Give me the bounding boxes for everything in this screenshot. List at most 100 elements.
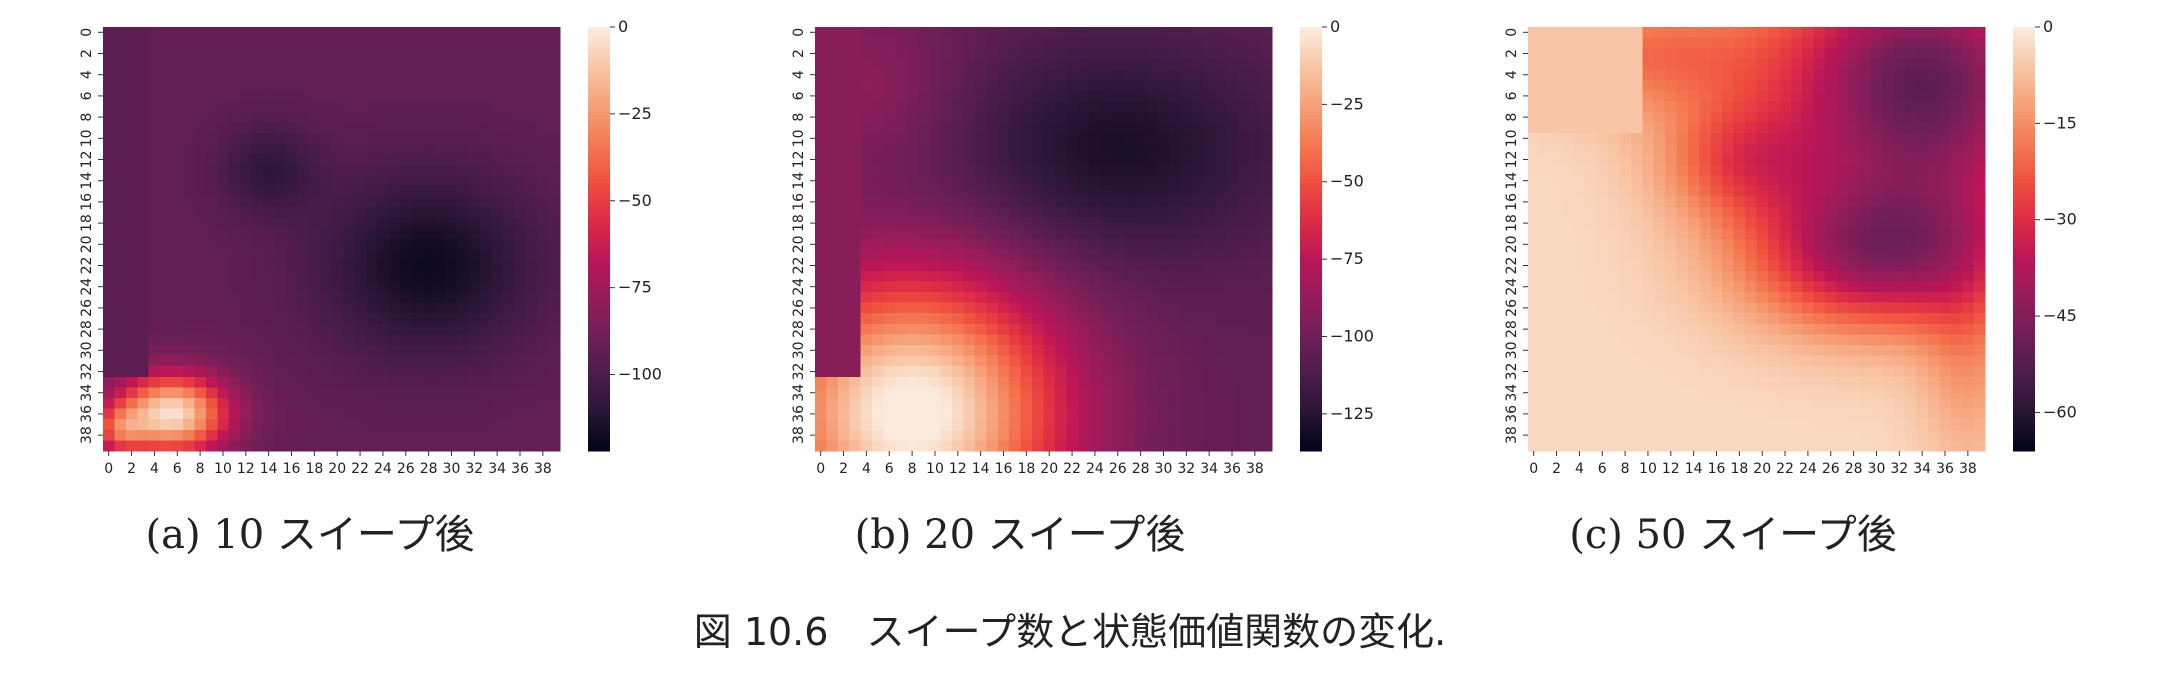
heatmap-cell — [297, 440, 310, 452]
heatmap-cell — [354, 260, 367, 272]
heatmap-cell — [1870, 101, 1883, 113]
heatmap-cell — [377, 111, 390, 123]
heatmap-cell — [125, 101, 138, 113]
heatmap-cell — [1630, 260, 1643, 272]
heatmap-cell — [480, 387, 492, 399]
heatmap-cell — [205, 27, 218, 38]
heatmap-cell — [1562, 366, 1575, 378]
heatmap-cell — [457, 133, 470, 144]
heatmap-cell — [1607, 175, 1620, 187]
heatmap-cell — [1905, 239, 1917, 250]
colorbar-segment — [588, 295, 610, 300]
heatmap-cell — [1756, 228, 1769, 240]
heatmap-cell — [1676, 80, 1689, 91]
heatmap-cell — [1836, 239, 1849, 250]
heatmap-cell — [1180, 37, 1193, 49]
heatmap-cell — [525, 164, 538, 176]
heatmap-cell — [1146, 69, 1159, 81]
heatmap-cell — [434, 323, 447, 335]
heatmap-cell — [137, 260, 150, 272]
heatmap-cell — [1836, 249, 1849, 261]
heatmap-cell — [1066, 122, 1079, 134]
heatmap-cell — [1767, 143, 1780, 155]
x-tick-label: 4 — [862, 461, 871, 477]
colorbar-segment — [588, 362, 610, 367]
heatmap-cell — [1973, 175, 1986, 187]
heatmap-cell — [1146, 122, 1159, 134]
heatmap-cell — [388, 48, 401, 60]
heatmap-cell — [1927, 239, 1940, 250]
heatmap-cell — [1550, 334, 1563, 346]
heatmap-cell — [1180, 270, 1193, 282]
heatmap-cell — [445, 101, 458, 113]
heatmap-cell — [1882, 270, 1894, 282]
heatmap-cell — [537, 27, 549, 38]
heatmap-cell — [217, 398, 230, 409]
heatmap-cell — [137, 429, 150, 441]
heatmap-cell — [457, 175, 470, 187]
heatmap-cell — [1687, 249, 1700, 261]
heatmap-cell — [917, 260, 930, 272]
heatmap-cell — [883, 419, 896, 431]
heatmap-cell — [331, 239, 344, 250]
heatmap-cell — [1032, 292, 1044, 303]
heatmap-cell — [1562, 334, 1575, 346]
heatmap-cell — [1927, 175, 1940, 187]
heatmap-cell — [1710, 164, 1723, 176]
heatmap-cell — [1054, 239, 1067, 250]
heatmap-cell — [974, 419, 987, 431]
heatmap-cell — [1607, 260, 1620, 272]
heatmap-cell — [1134, 228, 1147, 240]
heatmap-cell — [240, 196, 252, 208]
heatmap-cell — [963, 228, 976, 240]
heatmap-cell — [1733, 58, 1746, 70]
heatmap-cell — [1077, 122, 1090, 134]
heatmap-cell — [537, 398, 549, 409]
heatmap-cell — [1054, 164, 1067, 176]
heatmap-cell — [1905, 69, 1917, 81]
heatmap-cell — [411, 419, 424, 431]
heatmap-cell — [952, 69, 964, 81]
heatmap-cell — [228, 58, 241, 70]
heatmap-cell — [1596, 239, 1609, 250]
heatmap-cell — [1157, 101, 1170, 113]
heatmap-cell — [125, 292, 138, 303]
heatmap-cell — [1020, 408, 1033, 420]
colorbar-segment — [588, 274, 610, 279]
heatmap-cell — [205, 133, 218, 144]
colorbar-segment — [588, 51, 610, 56]
heatmap-cell — [940, 249, 953, 261]
heatmap-cell — [1825, 366, 1837, 378]
heatmap-cell — [872, 366, 884, 378]
heatmap-cell — [1573, 376, 1586, 388]
heatmap-cell — [1169, 69, 1181, 81]
heatmap-cell — [457, 143, 470, 155]
heatmap-cell — [274, 175, 287, 187]
colorbar-segment — [1300, 405, 1322, 410]
heatmap-cell — [1790, 345, 1803, 356]
y-tick-label: 18 — [79, 214, 95, 232]
heatmap-cell — [1699, 323, 1712, 335]
heatmap-cell — [1813, 186, 1826, 197]
heatmap-cell — [1134, 90, 1147, 102]
heatmap-cell — [1859, 376, 1872, 388]
heatmap-cell — [1950, 217, 1963, 229]
heatmap-cell — [1767, 323, 1780, 335]
heatmap-cell — [1203, 48, 1216, 60]
heatmap-cell — [491, 143, 504, 155]
heatmap-cell — [1950, 175, 1963, 187]
heatmap-cell — [285, 376, 298, 388]
heatmap-cell — [125, 186, 138, 197]
heatmap-cell — [1237, 270, 1250, 282]
heatmap-cell — [1550, 281, 1563, 293]
heatmap-cell — [1802, 281, 1815, 293]
heatmap-cell — [1825, 90, 1837, 102]
colorbar-segment — [1300, 94, 1322, 99]
heatmap-cell — [331, 313, 344, 325]
heatmap-cell — [114, 323, 127, 335]
heatmap-cell — [1146, 302, 1159, 314]
heatmap-cell — [1539, 154, 1552, 166]
heatmap-cell — [837, 154, 850, 166]
heatmap-cell — [182, 334, 195, 346]
heatmap-cell — [963, 419, 976, 431]
